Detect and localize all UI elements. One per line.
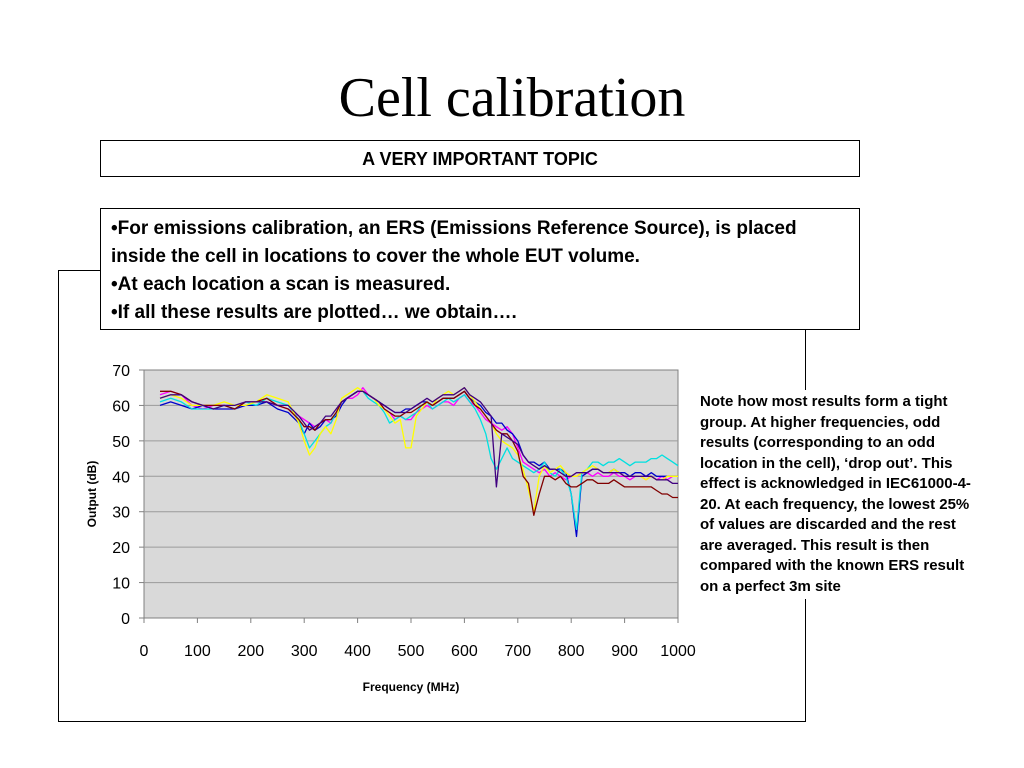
series-line-1	[159, 387, 678, 481]
note-text: Note how most results form a tight group…	[696, 390, 984, 599]
y-tick-label: 0	[121, 611, 130, 628]
y-tick-label: 70	[112, 363, 130, 380]
bullet-item: •If all these results are plotted… we ob…	[111, 302, 517, 323]
series-lines	[159, 387, 679, 538]
x-tick-label: 0	[140, 643, 149, 660]
series-line-5	[160, 390, 678, 516]
bullet-item: •For emissions calibration, an ERS (Emis…	[111, 218, 797, 267]
x-tick-label: 300	[291, 643, 318, 660]
x-tick-label: 700	[504, 643, 531, 660]
topic-banner: A VERY IMPORTANT TOPIC	[100, 140, 860, 177]
slide-title: Cell calibration	[338, 67, 686, 129]
y-tick-label: 10	[112, 576, 130, 593]
y-tick-label: 50	[112, 434, 130, 451]
series-line-3	[159, 390, 679, 531]
x-axis-label: Frequency (MHz)	[363, 680, 460, 694]
x-tick-label: 500	[398, 643, 425, 660]
y-tick-label: 20	[112, 540, 130, 557]
x-tick-label: 1000	[660, 643, 696, 660]
series-line-6	[159, 387, 678, 488]
y-tick-label: 60	[112, 398, 130, 415]
bullet-item: •At each location a scan is measured.	[111, 274, 451, 295]
x-tick-label: 100	[184, 643, 211, 660]
x-tick-label: 800	[558, 643, 585, 660]
x-tick-label: 400	[344, 643, 371, 660]
plot-area	[143, 369, 679, 619]
x-tick-label: 600	[451, 643, 478, 660]
x-tick-label: 200	[237, 643, 264, 660]
y-tick-label: 30	[112, 505, 130, 522]
y-axis-label: Output (dB)	[85, 461, 99, 528]
bullet-box: •For emissions calibration, an ERS (Emis…	[100, 208, 860, 330]
y-tick-label: 40	[112, 469, 130, 486]
x-tick-label: 900	[611, 643, 638, 660]
